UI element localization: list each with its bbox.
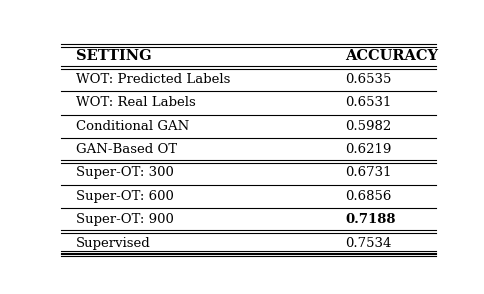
Text: 0.6731: 0.6731 [346,166,392,180]
Text: Supervised: Supervised [76,237,150,250]
Text: ACCURACY: ACCURACY [346,49,439,63]
Text: 0.7188: 0.7188 [346,213,396,226]
Text: GAN-Based OT: GAN-Based OT [76,143,177,156]
Text: Conditional GAN: Conditional GAN [76,120,189,133]
Text: 0.5982: 0.5982 [346,120,392,133]
Text: 0.6535: 0.6535 [346,73,392,86]
Text: 0.6531: 0.6531 [346,96,392,109]
Text: Super-OT: 300: Super-OT: 300 [76,166,173,180]
Text: 0.6856: 0.6856 [346,190,392,203]
Text: SETTING: SETTING [76,49,151,63]
Text: WOT: Real Labels: WOT: Real Labels [76,96,195,109]
Text: Super-OT: 900: Super-OT: 900 [76,213,173,226]
Text: Super-OT: 600: Super-OT: 600 [76,190,173,203]
Text: 0.6219: 0.6219 [346,143,392,156]
Text: 0.7534: 0.7534 [346,237,392,250]
Text: WOT: Predicted Labels: WOT: Predicted Labels [76,73,230,86]
